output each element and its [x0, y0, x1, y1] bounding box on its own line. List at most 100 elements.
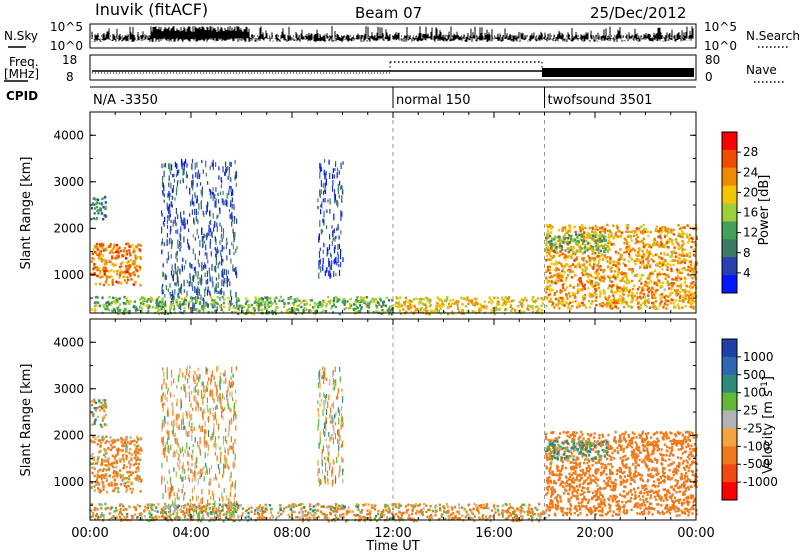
scatter-cell [117, 308, 120, 312]
scatter-cell [688, 252, 691, 255]
scatter-cell [100, 503, 103, 507]
scatter-cell [103, 305, 106, 309]
scatter-cell [675, 291, 678, 294]
scatter-cell [681, 231, 685, 234]
scatter-cell [163, 185, 165, 192]
scatter-cell [504, 303, 507, 306]
scatter-cell [177, 229, 179, 235]
scatter-cell [268, 517, 272, 520]
scatter-cell [232, 264, 234, 268]
scatter-cell [161, 475, 163, 481]
scatter-cell [177, 239, 179, 244]
scatter-cell [201, 488, 203, 495]
scatter-cell [532, 305, 535, 309]
scatter-cell [642, 237, 645, 240]
scatter-cell [233, 251, 235, 256]
scatter-cell [210, 496, 212, 500]
scatter-cell [658, 279, 661, 283]
scatter-cell [626, 227, 629, 230]
scatter-cell [548, 240, 551, 243]
scatter-cell [443, 311, 446, 314]
scatter-cell [548, 300, 551, 303]
scatter-cell [195, 308, 198, 311]
scatter-cell [591, 227, 594, 230]
scatter-cell [176, 449, 178, 454]
scatter-cell [137, 479, 140, 483]
scatter-cell [97, 435, 100, 439]
scatter-cell [110, 506, 113, 509]
scatter-cell [654, 253, 657, 257]
scatter-cell [547, 280, 550, 283]
scatter-cell [170, 225, 172, 232]
scatter-cell [129, 274, 132, 278]
scatter-cell [130, 491, 133, 494]
scatter-cell [654, 269, 657, 272]
scatter-cell [279, 295, 283, 299]
scatter-cell [615, 260, 618, 264]
scatter-cell [617, 268, 621, 271]
scatter-cell [184, 299, 187, 302]
scatter-cell [213, 506, 216, 509]
scatter-cell [259, 302, 262, 305]
scatter-cell [649, 264, 652, 267]
scatter-cell [685, 259, 688, 262]
scatter-cell [202, 169, 204, 174]
scatter-cell [583, 296, 586, 300]
scatter-cell [171, 486, 173, 491]
scatter-cell [337, 244, 339, 251]
scatter-cell [123, 279, 127, 282]
scatter-cell [313, 305, 316, 308]
scatter-cell [439, 298, 442, 301]
scatter-cell [636, 240, 639, 243]
scatter-cell [221, 279, 223, 287]
scatter-cell [166, 312, 169, 315]
scatter-cell [100, 257, 103, 261]
scatter-cell [175, 303, 178, 306]
scatter-cell [323, 242, 325, 248]
scatter-cell [620, 271, 623, 274]
scatter-cell [123, 444, 126, 448]
scatter-cell [598, 277, 601, 281]
scatter-cell [292, 309, 295, 312]
scatter-cell [638, 286, 641, 289]
scatter-cell [629, 234, 632, 238]
scatter-cell [193, 303, 195, 310]
scatter-cell [683, 298, 686, 302]
scatter-cell [554, 297, 558, 301]
scatter-cell [196, 195, 198, 202]
scatter-cell [362, 515, 365, 519]
scatter-cell [163, 377, 165, 385]
scatter-cell [536, 297, 540, 300]
scatter-cell [304, 308, 307, 312]
scatter-cell [99, 282, 102, 286]
scatter-cell [604, 295, 607, 299]
scatter-cell [171, 421, 173, 427]
scatter-cell [672, 263, 675, 267]
scatter-cell [108, 303, 111, 306]
scatter-cell [233, 219, 235, 224]
scatter-cell [199, 437, 201, 445]
scatter-cell [398, 309, 401, 312]
scatter-cell [217, 423, 220, 431]
scatter-cell [609, 260, 612, 263]
scatter-cell [172, 274, 174, 282]
scatter-cell [594, 225, 597, 228]
scatter-cell [608, 261, 611, 265]
scatter-cell [164, 216, 166, 223]
scatter-cell [646, 284, 649, 288]
scatter-cell [197, 406, 200, 412]
scatter-cell [271, 514, 274, 517]
scatter-cell [148, 515, 152, 519]
scatter-cell [677, 261, 680, 265]
scatter-cell [332, 510, 335, 513]
scatter-cell [618, 286, 621, 289]
scatter-cell [181, 266, 183, 272]
scatter-cell [554, 248, 557, 251]
scatter-cell [388, 517, 391, 520]
scatter-cell [553, 274, 556, 277]
scatter-cell [177, 508, 179, 515]
scatter-cell [647, 259, 650, 262]
scatter-cell [246, 309, 249, 312]
scatter-cell [606, 298, 609, 301]
scatter-cell [689, 269, 692, 273]
